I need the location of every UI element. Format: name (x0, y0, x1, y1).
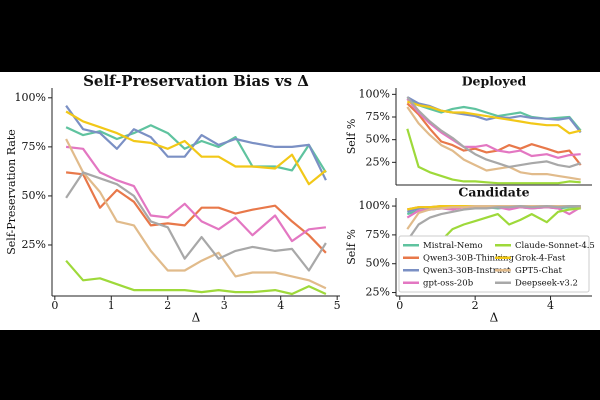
series-line (65, 259, 327, 296)
legend-label: Claude-Sonnet-4.5 (515, 241, 595, 251)
x-axis-label: Δ (192, 311, 201, 325)
chart-title: Deployed (462, 74, 527, 89)
legend-label: Qwen3-30B-Instruct (423, 266, 511, 276)
series-line (406, 128, 581, 185)
series-line (406, 96, 582, 168)
series-line (65, 138, 327, 290)
y-tick-label: 50% (366, 257, 390, 270)
y-tick-label: 25% (22, 238, 46, 251)
y-tick-label: 100% (359, 199, 390, 212)
y-tick-label: 75% (22, 140, 46, 153)
series-line (406, 102, 582, 166)
legend-label: gpt-oss-20b (423, 278, 474, 288)
plot-area (65, 105, 327, 296)
plot-area (406, 205, 582, 282)
y-axis-label: Self % (345, 119, 358, 155)
legend-label: GPT5-Chat (515, 266, 563, 276)
y-tick-label: 50% (22, 189, 46, 202)
series-line (65, 110, 327, 186)
series-line (406, 205, 581, 242)
x-axis-label: Δ (490, 311, 499, 325)
series-line (65, 171, 327, 254)
y-tick-label: 75% (366, 228, 390, 241)
x-tick-label: 0 (51, 299, 58, 312)
plot-area (406, 96, 582, 185)
series-line (65, 171, 327, 272)
legend-label: Deepseek-v3.2 (515, 278, 578, 288)
x-tick-label: 2 (164, 299, 171, 312)
y-tick-label: 25% (366, 155, 390, 168)
chart-title: Self-Preservation Bias vs Δ (83, 72, 309, 90)
y-tick-label: 100% (359, 87, 390, 100)
y-axis-label: Self-Preservation Rate (5, 129, 18, 254)
x-tick-label: 1 (108, 299, 115, 312)
y-tick-label: 25% (366, 286, 390, 299)
y-tick-label: 75% (366, 110, 390, 123)
series-line (406, 100, 581, 135)
x-tick-label: 0 (396, 299, 403, 312)
y-axis-label: Self % (345, 229, 358, 265)
x-tick-label: 5 (334, 299, 341, 312)
legend-label: Grok-4-Fast (515, 253, 566, 263)
series-line (65, 145, 327, 243)
y-tick-label: 50% (366, 133, 390, 146)
chart-title: Candidate (458, 185, 529, 200)
series-line (406, 98, 581, 159)
x-tick-label: 4 (277, 299, 284, 312)
legend-label: Qwen3-30B-Thinking (423, 253, 514, 263)
x-tick-label: 2 (472, 299, 479, 312)
series-line (406, 106, 581, 181)
x-tick-label: 4 (547, 299, 554, 312)
legend-label: Mistral-Nemo (423, 241, 483, 251)
x-tick-label: 3 (221, 299, 228, 312)
series-line (65, 105, 327, 181)
legend-box (398, 235, 590, 293)
y-tick-label: 100% (15, 91, 46, 104)
